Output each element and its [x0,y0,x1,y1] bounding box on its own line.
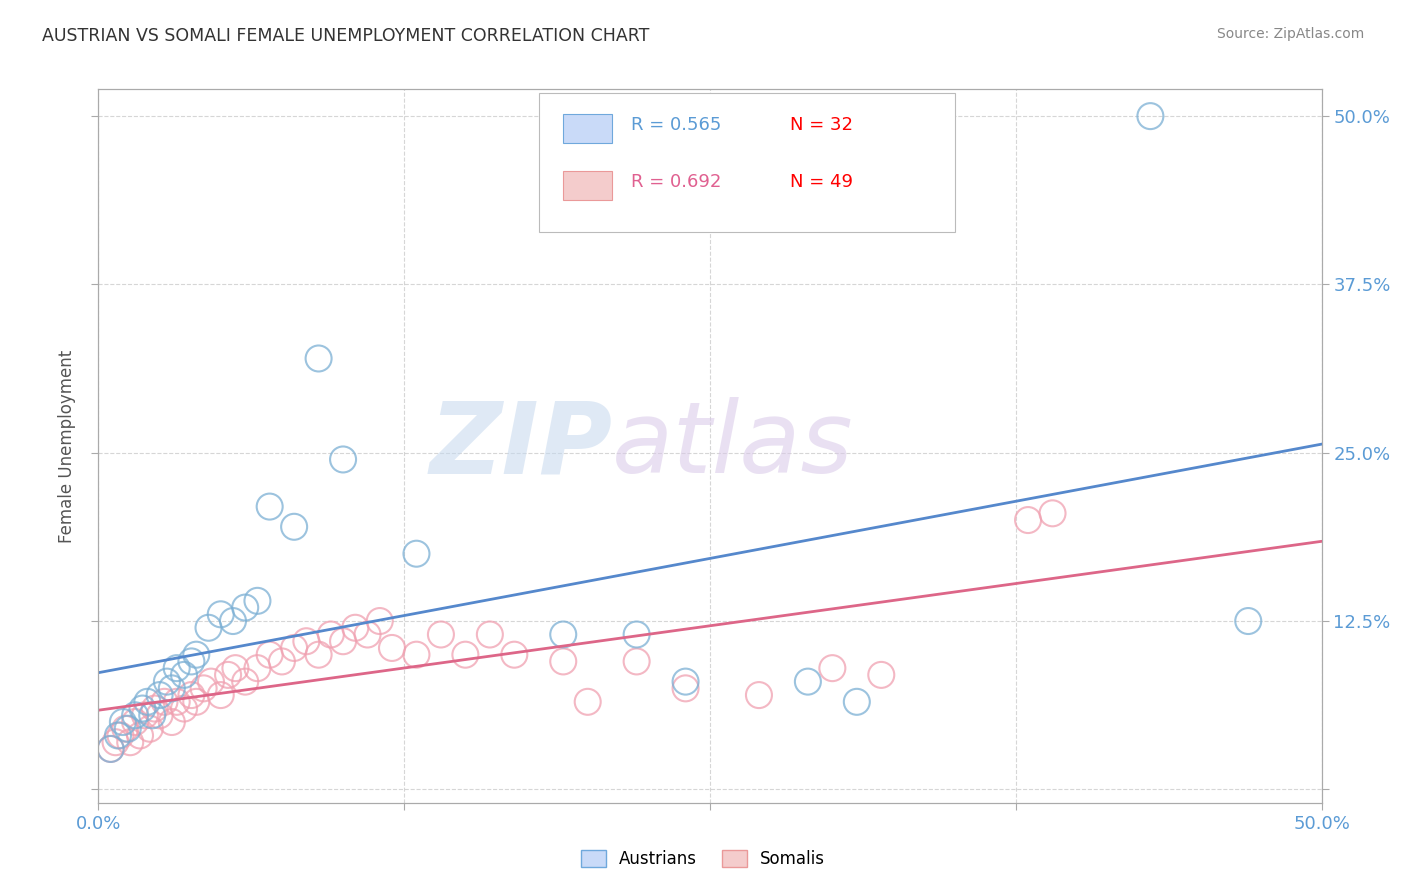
Point [120,735,142,749]
Point [224,661,246,675]
Point [193,681,215,696]
Point [675,681,697,696]
Point [149,688,172,702]
Point [259,500,281,514]
Point [166,661,188,675]
Point [1139,109,1161,123]
Point [381,640,404,655]
Point [111,714,134,729]
FancyBboxPatch shape [564,114,612,143]
Point [233,674,256,689]
Point [270,655,294,669]
Point [107,729,129,743]
Point [160,681,183,696]
Point [332,452,354,467]
Point [197,621,219,635]
Point [173,701,195,715]
Point [748,688,770,702]
Point [626,627,648,641]
Point [675,674,697,689]
Point [217,668,239,682]
Point [134,708,156,723]
Point [143,701,166,715]
Point [553,627,575,641]
Point [117,722,139,736]
Point [821,661,844,675]
Point [308,648,330,662]
Point [100,742,122,756]
Point [222,614,245,628]
Point [283,520,305,534]
Point [430,627,453,641]
Point [141,708,163,723]
Point [104,735,127,749]
Point [136,695,159,709]
Point [114,722,136,736]
Point [246,661,269,675]
Point [186,695,208,709]
Text: ZIP: ZIP [429,398,612,494]
Text: R = 0.692: R = 0.692 [630,173,721,191]
Point [180,688,202,702]
Point [553,655,575,669]
Point [233,600,256,615]
Point [166,695,188,709]
Point [160,714,183,729]
Point [100,742,122,756]
Point [308,351,330,366]
Point [1042,506,1064,520]
Point [124,708,146,723]
Point [186,648,208,662]
Text: AUSTRIAN VS SOMALI FEMALE UNEMPLOYMENT CORRELATION CHART: AUSTRIAN VS SOMALI FEMALE UNEMPLOYMENT C… [42,27,650,45]
Point [356,627,378,641]
Point [209,688,232,702]
Point [295,634,318,648]
Point [405,648,427,662]
Point [626,655,648,669]
Point [156,674,179,689]
Point [139,722,162,736]
Point [129,729,152,743]
Point [1237,614,1260,628]
Point [454,648,477,662]
Point [332,634,354,648]
Point [1017,513,1039,527]
Point [153,695,176,709]
Text: N = 49: N = 49 [790,173,852,191]
Point [344,621,367,635]
Point [576,695,599,709]
Text: N = 32: N = 32 [790,116,852,134]
Text: atlas: atlas [612,398,853,494]
Point [503,648,526,662]
Point [246,594,269,608]
Point [131,701,153,715]
Text: R = 0.565: R = 0.565 [630,116,721,134]
Point [405,547,427,561]
Point [845,695,868,709]
FancyBboxPatch shape [564,171,612,200]
Point [478,627,501,641]
Y-axis label: Female Unemployment: Female Unemployment [58,350,76,542]
Text: Source: ZipAtlas.com: Source: ZipAtlas.com [1216,27,1364,41]
Point [319,627,342,641]
Point [368,614,391,628]
Point [124,714,146,729]
Point [283,640,305,655]
Point [797,674,820,689]
Point [259,648,281,662]
Point [200,674,222,689]
Point [173,668,195,682]
Point [149,708,172,723]
Point [870,668,893,682]
Point [180,655,202,669]
Point [110,729,132,743]
Legend: Austrians, Somalis: Austrians, Somalis [574,843,832,875]
Point [209,607,232,622]
FancyBboxPatch shape [538,93,955,232]
